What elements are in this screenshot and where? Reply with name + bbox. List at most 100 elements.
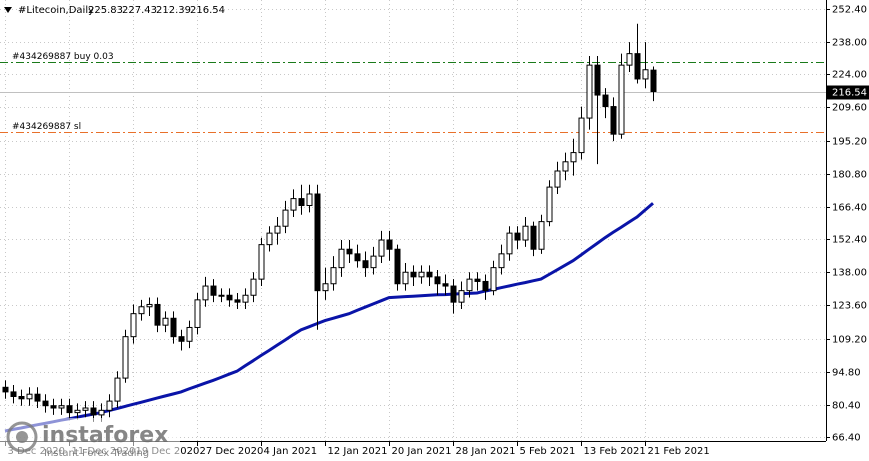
candle-body (370, 255, 377, 269)
candle-body (554, 170, 561, 188)
candle-body (458, 290, 465, 303)
x-tick-label: 20 Jan 2021 (392, 446, 452, 457)
x-tick-label: 5 Feb 2021 (520, 446, 576, 457)
header-open: 225.83 (88, 5, 123, 16)
candle-body (234, 299, 241, 303)
candle-body (266, 232, 273, 246)
candle-body (306, 193, 313, 207)
candle-body (482, 280, 489, 292)
candle-body (154, 303, 161, 326)
chart-title: #Litecoin,Daily (18, 5, 94, 16)
y-tick-label: 123.60 (832, 301, 867, 312)
candle-body (530, 225, 537, 250)
candle-body (26, 393, 33, 400)
candle-body (258, 244, 265, 280)
candle-body (570, 152, 577, 163)
candle-body (434, 276, 441, 285)
candle-body (634, 53, 641, 80)
candle-body (114, 377, 121, 402)
order-label: #434269887 buy 0.03 (12, 52, 114, 62)
candle-body (514, 232, 521, 241)
candle-body (330, 267, 337, 285)
candle-body (618, 64, 625, 135)
moving-average (4, 202, 654, 433)
header-high: 227.43 (122, 5, 157, 16)
plot: #434269887 buy 0.03 #434269887 sl (0, 23, 826, 433)
candle-body (178, 336, 185, 342)
candle-body (218, 294, 225, 297)
candle-body (282, 209, 289, 227)
candle-body (642, 69, 649, 80)
candle-body (202, 285, 209, 301)
y-tick-label: 252.40 (832, 5, 867, 16)
candle-body (626, 53, 633, 66)
candle-body (170, 317, 177, 338)
header-close: 216.54 (190, 5, 225, 16)
candle-body (106, 400, 113, 411)
candle-body (394, 248, 401, 285)
candle-body (66, 405, 73, 414)
y-tick-label: 209.60 (832, 103, 867, 114)
candle-body (378, 239, 385, 257)
candle-body (322, 283, 329, 292)
candle-body (74, 409, 81, 414)
candle-body (90, 407, 97, 416)
candle-body (418, 271, 425, 278)
candle-body (226, 294, 233, 301)
candle-body (610, 106, 617, 135)
y-tick-label: 195.20 (832, 137, 867, 148)
candle-body (354, 253, 361, 262)
candle-body (162, 317, 169, 326)
header-low: 212.39 (156, 5, 191, 16)
candle-body (546, 186, 553, 223)
y-tick-label: 238.00 (832, 38, 867, 49)
candle-body (490, 267, 497, 292)
candle-body (18, 396, 25, 400)
candle-body (346, 248, 353, 255)
candle-body (194, 299, 201, 328)
y-tick-label: 224.00 (832, 70, 867, 81)
candle-body (386, 239, 393, 250)
y-tick-label: 66.40 (832, 433, 861, 444)
candle-body (314, 193, 321, 292)
menu-arrow[interactable] (4, 7, 12, 13)
candle-body (466, 278, 473, 292)
x-tick-label: 21 Feb 2021 (648, 446, 710, 457)
candle-body (2, 386, 9, 393)
candle-body (250, 278, 257, 296)
candle-body (506, 232, 513, 255)
candle-body (50, 405, 57, 409)
candle-body (426, 271, 433, 278)
candle-body (42, 400, 49, 407)
candle-body (338, 248, 345, 269)
candle-body (274, 225, 281, 234)
logo-ring (6, 421, 38, 453)
x-tick-label: 27 Dec 2020 (200, 446, 264, 457)
price-label-bg (827, 85, 869, 100)
candle-body (186, 326, 193, 342)
candle-body (442, 283, 449, 287)
x-tick-label: 4 Jan 2021 (264, 446, 318, 457)
logo-dot (16, 431, 28, 443)
candle-body (98, 409, 105, 416)
candle-body (562, 161, 569, 172)
candle-body (10, 391, 17, 398)
candle-body (594, 64, 601, 96)
watermark: instaforex Instant Forex Trading (0, 418, 180, 461)
candle-body (82, 407, 89, 411)
logo-tagline: Instant Forex Trading (44, 448, 149, 459)
candle-body (474, 278, 481, 282)
y-tick-label: 94.80 (832, 368, 861, 379)
y-tick-label: 109.20 (832, 335, 867, 346)
candle-body (410, 271, 417, 278)
candle-body (402, 271, 409, 285)
y-tick-label: 152.40 (832, 235, 867, 246)
candle-body (498, 253, 505, 269)
candle-body (362, 260, 369, 269)
x-tick-label: 13 Feb 2021 (584, 446, 646, 457)
candle-body (578, 117, 585, 154)
candle-body (290, 198, 297, 211)
candle-body (130, 313, 137, 338)
y-tick-label: 166.40 (832, 203, 867, 214)
